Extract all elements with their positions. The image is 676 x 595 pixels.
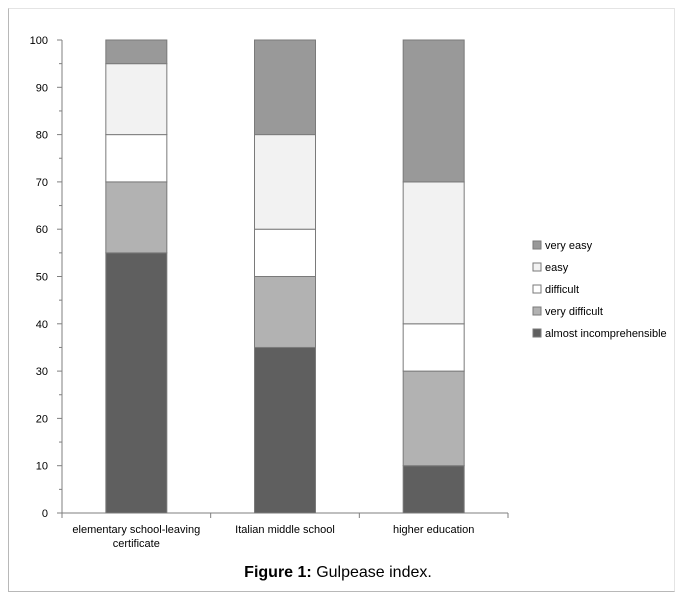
x-tick-label: elementary school-leaving xyxy=(72,524,200,536)
legend-label: easy xyxy=(545,262,569,274)
bar-segment xyxy=(402,370,465,467)
y-tick-label: 50 xyxy=(36,272,48,284)
legend-label: very easy xyxy=(545,240,593,252)
y-tick-label: 40 xyxy=(36,319,48,331)
legend-label: almost incomprehensible xyxy=(545,328,667,340)
y-tick-label: 70 xyxy=(36,177,48,189)
y-tick-label: 100 xyxy=(30,35,48,47)
figure-caption: Figure 1: Gulpease index. xyxy=(0,564,676,582)
bar-segment xyxy=(105,39,168,65)
caption-label: Figure 1: xyxy=(244,564,312,581)
x-tick-label: Italian middle school xyxy=(235,524,335,536)
bar-segment xyxy=(105,63,168,136)
bar-segment xyxy=(254,346,316,514)
bar-segment xyxy=(254,39,316,136)
y-tick-label: 80 xyxy=(36,130,48,142)
bar-segment xyxy=(402,465,465,514)
bar-segment xyxy=(105,181,168,254)
x-tick-label: certificate xyxy=(113,538,160,550)
bar-segment xyxy=(402,323,465,372)
y-tick-label: 30 xyxy=(36,366,48,378)
y-tick-label: 90 xyxy=(36,82,48,94)
bar-segment xyxy=(254,134,316,230)
legend-swatch xyxy=(532,284,542,294)
legend-swatch xyxy=(532,328,542,338)
y-tick-label: 0 xyxy=(42,508,48,520)
bar-segment xyxy=(254,276,316,348)
stacked-bar-chart: 0 10 20 30 40 50 60 70 80 90 100 elementary school-… xyxy=(30,35,667,550)
x-tick-label: higher education xyxy=(393,524,474,536)
chart-frame xyxy=(8,8,675,592)
y-tick-label: 10 xyxy=(36,461,48,473)
legend-label: difficult xyxy=(545,284,579,296)
bar-segment xyxy=(105,134,168,183)
bar-segment xyxy=(254,228,316,277)
bar-segment xyxy=(402,181,465,325)
bar-segment xyxy=(105,252,168,514)
bar-segment xyxy=(402,39,465,183)
legend-label: very difficult xyxy=(545,306,603,318)
legend-swatch xyxy=(532,262,542,272)
legend-swatch xyxy=(532,306,542,316)
y-tick-label: 60 xyxy=(36,224,48,236)
legend-swatch xyxy=(532,240,542,250)
caption-text: Gulpease index. xyxy=(316,564,432,581)
y-tick-label: 20 xyxy=(36,413,48,425)
